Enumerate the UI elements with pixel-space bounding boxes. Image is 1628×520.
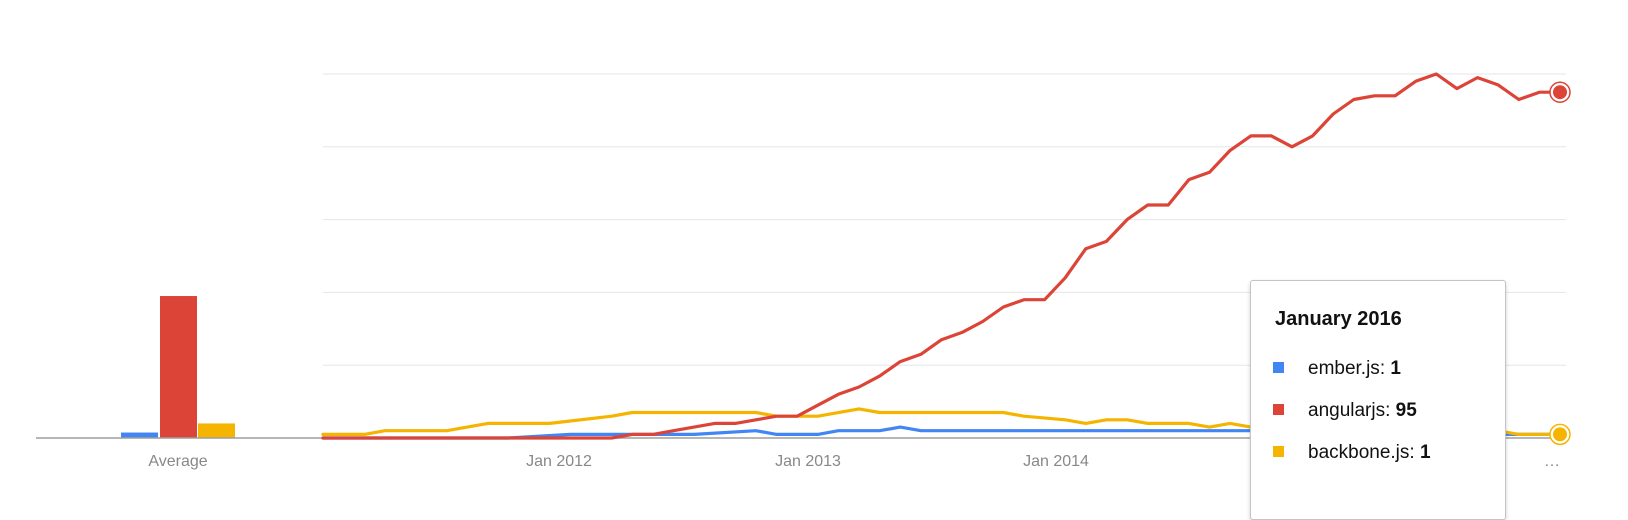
tooltip-series-value: 1: [1419, 442, 1431, 463]
series-line-angularjs: [321, 72, 1562, 440]
average-bar-ember-js: [121, 432, 158, 438]
angularjs-swatch-icon: [1273, 404, 1284, 415]
average-bar-angularjs: [160, 296, 197, 438]
tooltip-series-value: 95: [1395, 400, 1417, 421]
tooltip-row-ember: ember.js: 1: [1273, 358, 1401, 380]
end-marker-dot-angularjs: [1553, 85, 1567, 100]
end-markers: [1549, 81, 1571, 446]
tooltip-series-value: 1: [1390, 358, 1401, 379]
tick-label-jan-2012: Jan 2012: [526, 453, 592, 470]
tick-label-jan-2013: Jan 2013: [775, 453, 841, 470]
hover-tooltip: January 2016 ember.js: 1 angularjs: 95 b…: [1250, 280, 1506, 520]
tick-label-more: …: [1544, 453, 1560, 470]
average-bar-backbone-js: [198, 423, 235, 438]
tooltip-series-name: ember.js: [1308, 358, 1380, 379]
tooltip-title: January 2016: [1275, 308, 1402, 330]
average-bars: [121, 296, 235, 438]
tooltip-series-name: backbone.js: [1308, 442, 1410, 463]
ember-swatch-icon: [1273, 362, 1284, 373]
tooltip-row-angularjs: angularjs: 95: [1273, 400, 1417, 422]
tick-label-jan-2014: Jan 2014: [1023, 453, 1089, 470]
end-marker-dot-backbone-js: [1553, 427, 1567, 442]
tooltip-row-backbone: backbone.js: 1: [1273, 442, 1431, 464]
x-tick-labels: Average Jan 2012 Jan 2013 Jan 2014 …: [148, 453, 1560, 470]
backbone-swatch-icon: [1273, 446, 1284, 457]
tooltip-series-name: angularjs: [1308, 400, 1386, 421]
tick-label-average: Average: [148, 453, 207, 470]
